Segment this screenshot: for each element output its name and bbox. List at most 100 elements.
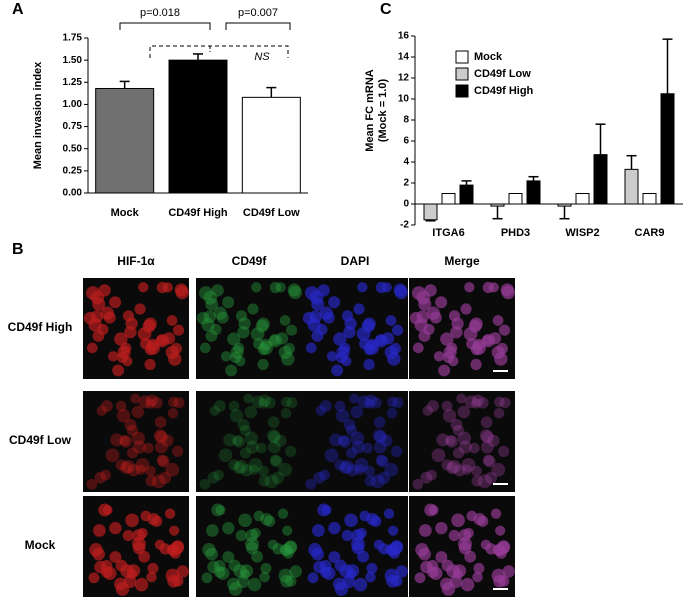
cell — [232, 435, 243, 446]
annotation: NS — [254, 51, 270, 63]
cell — [357, 282, 368, 293]
cell — [145, 398, 156, 409]
cell — [145, 475, 157, 487]
y-tick-label: 1.25 — [63, 77, 83, 88]
cell — [250, 327, 265, 341]
cell — [134, 577, 149, 592]
cell — [207, 560, 220, 574]
cell — [247, 303, 259, 315]
cell — [460, 577, 475, 592]
cell — [365, 571, 376, 583]
cell — [244, 405, 258, 419]
y-tick-label: 0.75 — [63, 121, 83, 132]
y-tick-label: 14 — [398, 52, 410, 63]
cell — [115, 582, 130, 596]
cell — [451, 513, 465, 528]
cell — [151, 474, 166, 489]
cell — [215, 505, 226, 516]
x-tick-label: WISP2 — [565, 227, 599, 239]
cell — [317, 284, 330, 297]
bar — [95, 87, 155, 194]
y-tick-label: 0 — [403, 199, 409, 210]
cell — [213, 400, 226, 412]
cell — [122, 310, 135, 322]
cell — [496, 541, 510, 555]
cell — [168, 396, 179, 408]
cell — [438, 364, 451, 377]
bar — [642, 193, 657, 205]
cell — [138, 395, 152, 409]
cell — [170, 342, 182, 355]
y-tick-label: 1.50 — [63, 55, 83, 66]
cell — [480, 416, 493, 429]
cell — [228, 582, 243, 596]
cell — [470, 358, 482, 371]
cell — [364, 394, 378, 407]
cell — [223, 433, 237, 447]
cell — [286, 397, 298, 409]
micrograph — [302, 391, 408, 492]
cell — [155, 430, 168, 444]
cell — [328, 296, 341, 309]
cell — [245, 529, 259, 542]
cell — [353, 303, 365, 315]
cell — [154, 539, 165, 550]
cell — [167, 407, 179, 419]
cell — [162, 332, 176, 345]
cell — [267, 539, 278, 550]
cell — [260, 513, 273, 526]
cell — [429, 311, 442, 324]
cell — [324, 448, 339, 463]
cell — [229, 409, 244, 423]
cell — [283, 541, 297, 555]
cell — [424, 503, 438, 517]
cell — [240, 464, 253, 477]
cell — [253, 338, 265, 350]
cell — [364, 475, 376, 487]
y-tick-label: 0.50 — [63, 143, 83, 154]
cell — [205, 547, 219, 561]
cell — [366, 562, 378, 574]
cell — [322, 311, 335, 324]
cell — [463, 327, 478, 341]
cell — [250, 527, 261, 539]
y-tick-label: 8 — [403, 115, 409, 126]
cell — [457, 431, 472, 445]
cell — [239, 568, 251, 580]
cell — [502, 565, 515, 578]
cell — [471, 475, 483, 487]
cell — [199, 342, 211, 354]
cell — [351, 440, 365, 454]
cell — [135, 464, 147, 475]
cell — [392, 397, 404, 409]
cell — [271, 471, 285, 485]
cell — [281, 352, 295, 366]
cell — [435, 521, 448, 535]
cell — [492, 315, 504, 326]
bar — [593, 154, 608, 205]
cell — [496, 342, 508, 355]
cell — [364, 398, 375, 409]
panel-label: A — [12, 1, 24, 18]
cell — [471, 394, 485, 407]
cell — [426, 566, 439, 578]
cell — [172, 445, 184, 458]
cell — [115, 400, 127, 412]
cell — [245, 440, 259, 454]
cell — [143, 317, 157, 331]
cell — [341, 310, 354, 322]
cell — [316, 323, 328, 335]
bar — [423, 203, 438, 221]
cell — [424, 284, 437, 297]
cell — [211, 284, 224, 297]
cell — [412, 342, 424, 354]
cell — [264, 474, 279, 489]
cell — [227, 577, 240, 591]
cell — [339, 461, 352, 475]
cell — [131, 431, 146, 445]
cell — [137, 527, 148, 539]
cell — [256, 317, 270, 331]
cell — [442, 409, 457, 423]
cell — [431, 448, 446, 463]
row-label: CD49f Low — [9, 433, 72, 447]
